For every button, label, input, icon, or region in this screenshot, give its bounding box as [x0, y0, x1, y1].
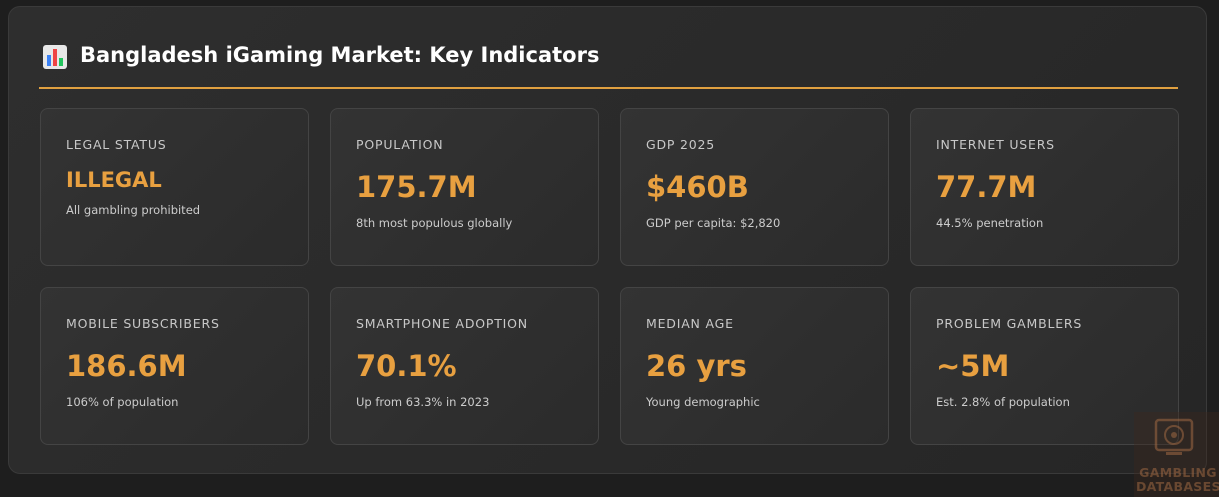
- card-value: $460B: [646, 170, 749, 204]
- gambling-databases-watermark[interactable]: GAMBLING DATABASES: [1134, 412, 1219, 497]
- card-label: PROBLEM GAMBLERS: [936, 316, 1083, 331]
- watermark-logo-icon: [1154, 418, 1194, 455]
- card-label: LEGAL STATUS: [66, 137, 167, 152]
- indicator-card-internet-users: INTERNET USERS 77.7M 44.5% penetration: [910, 108, 1179, 266]
- card-subtext: 44.5% penetration: [936, 216, 1044, 230]
- bar-chart-icon: [43, 45, 67, 69]
- card-value: 70.1%: [356, 349, 457, 383]
- indicator-card-gdp: GDP 2025 $460B GDP per capita: $2,820: [620, 108, 889, 266]
- key-indicators-panel: Bangladesh iGaming Market: Key Indicator…: [8, 6, 1207, 474]
- card-label: GDP 2025: [646, 137, 716, 152]
- panel-header: Bangladesh iGaming Market: Key Indicator…: [39, 41, 1178, 89]
- card-subtext: Est. 2.8% of population: [936, 395, 1070, 409]
- card-subtext: GDP per capita: $2,820: [646, 216, 781, 230]
- indicator-card-population: POPULATION 175.7M 8th most populous glob…: [330, 108, 599, 266]
- card-value: 77.7M: [936, 170, 1037, 204]
- card-value: 26 yrs: [646, 349, 747, 383]
- indicator-card-problem-gamblers: PROBLEM GAMBLERS ~5M Est. 2.8% of popula…: [910, 287, 1179, 445]
- card-subtext: Young demographic: [646, 395, 760, 409]
- card-label: INTERNET USERS: [936, 137, 1055, 152]
- card-value: ILLEGAL: [66, 168, 162, 192]
- watermark-text-line1: GAMBLING: [1139, 465, 1217, 480]
- indicator-card-mobile-subscribers: MOBILE SUBSCRIBERS 186.6M 106% of popula…: [40, 287, 309, 445]
- card-subtext: 106% of population: [66, 395, 179, 409]
- watermark-text-line2: DATABASES: [1136, 479, 1219, 494]
- indicator-grid: LEGAL STATUS ILLEGAL All gambling prohib…: [40, 108, 1179, 445]
- indicator-card-smartphone-adoption: SMARTPHONE ADOPTION 70.1% Up from 63.3% …: [330, 287, 599, 445]
- card-label: MOBILE SUBSCRIBERS: [66, 316, 220, 331]
- card-subtext: 8th most populous globally: [356, 216, 513, 230]
- card-subtext: All gambling prohibited: [66, 203, 201, 217]
- indicator-card-median-age: MEDIAN AGE 26 yrs Young demographic: [620, 287, 889, 445]
- indicator-card-legal-status: LEGAL STATUS ILLEGAL All gambling prohib…: [40, 108, 309, 266]
- page-title: Bangladesh iGaming Market: Key Indicator…: [80, 43, 600, 67]
- card-subtext: Up from 63.3% in 2023: [356, 395, 490, 409]
- card-label: SMARTPHONE ADOPTION: [356, 316, 528, 331]
- card-label: MEDIAN AGE: [646, 316, 734, 331]
- card-value: ~5M: [936, 349, 1010, 383]
- card-label: POPULATION: [356, 137, 444, 152]
- card-value: 175.7M: [356, 170, 477, 204]
- card-value: 186.6M: [66, 349, 187, 383]
